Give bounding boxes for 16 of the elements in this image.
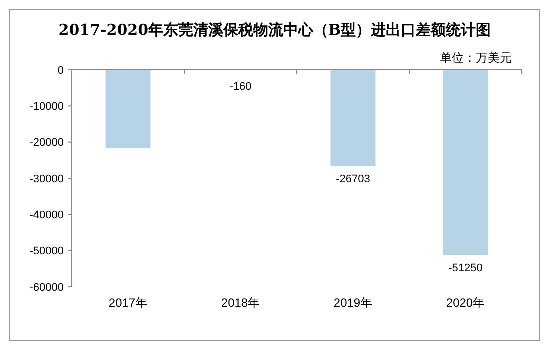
chart-title: 2017-2020年东莞清溪保税物流中心（B型）进出口差额统计图 [58, 21, 492, 39]
x-tick-label: 2017年 [108, 296, 148, 310]
y-tick-label: -40000 [30, 210, 64, 222]
x-tick-label: 2019年 [334, 296, 373, 310]
y-tick-label: -60000 [30, 282, 64, 294]
y-tick-label: -20000 [30, 137, 64, 150]
data-label: -26703 [336, 174, 370, 186]
data-label: -51250 [448, 262, 483, 274]
data-label: -160 [230, 81, 252, 93]
x-tick-label: 2020年 [446, 296, 486, 310]
text: 单位：万美元 [440, 51, 512, 65]
y-tick-label: -10000 [30, 101, 64, 114]
x-tick-label: 2018年 [221, 296, 260, 310]
y-tick-label: -30000 [30, 173, 64, 186]
y-tick-label: 0 [58, 64, 64, 77]
y-tick-label: -50000 [30, 246, 64, 258]
